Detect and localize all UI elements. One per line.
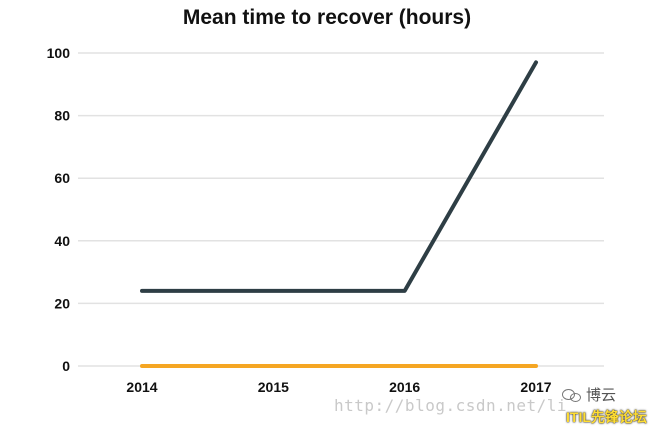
x-tick-label-2015: 2015	[258, 379, 289, 395]
x-tick-label-2017: 2017	[520, 379, 551, 395]
watermark-forum: ITIL先锋论坛	[566, 409, 647, 425]
y-tick-label-60: 60	[54, 170, 70, 186]
y-tick-label-100: 100	[47, 45, 71, 61]
watermark-brand: 博云	[562, 384, 616, 405]
y-tick-label-0: 0	[62, 358, 70, 374]
watermark-brand-label: 博云	[586, 387, 617, 404]
y-tick-label-80: 80	[54, 108, 70, 124]
x-tick-label-2014: 2014	[126, 379, 157, 395]
x-tick-label-2016: 2016	[389, 379, 420, 395]
watermark-url: http://blog.csdn.net/li	[334, 396, 568, 415]
wechat-icon	[562, 388, 582, 402]
y-tick-label-20: 20	[54, 295, 70, 311]
chart-title: Mean time to recover (hours)	[182, 6, 472, 29]
series-line-1	[140, 60, 538, 293]
y-tick-label-40: 40	[54, 233, 70, 249]
